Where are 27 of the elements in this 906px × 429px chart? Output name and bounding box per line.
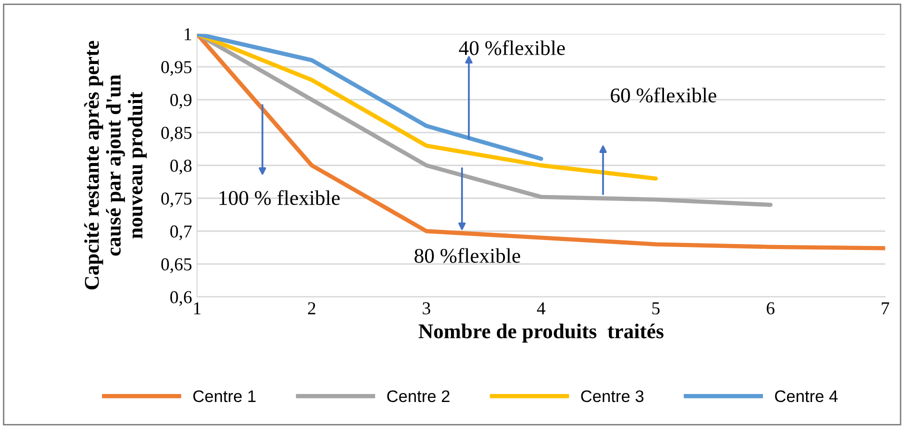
legend-label: Centre 4 bbox=[775, 390, 838, 402]
y-tick-label: 0,95 bbox=[161, 61, 192, 76]
line-series bbox=[197, 34, 773, 207]
y-tick-label: 1 bbox=[184, 28, 192, 40]
x-tick-label: 6 bbox=[766, 302, 774, 314]
y-tick-label: 0,85 bbox=[161, 126, 192, 142]
y-tick-label: 0,6 bbox=[170, 291, 192, 306]
annotation: 80 %flexible bbox=[414, 248, 520, 263]
x-axis-title: Nombre de produits traités bbox=[418, 324, 664, 343]
x-tick-label: 4 bbox=[536, 302, 546, 314]
legend-label: Centre 3 bbox=[581, 390, 644, 402]
y-tick-label: 0,65 bbox=[161, 258, 192, 274]
x-tick-label: 5 bbox=[652, 302, 660, 314]
y-axis-title: Capcité restante après perte causé par ajout d'un nouveau produit bbox=[84, 40, 147, 290]
y-tick-label: 0,7 bbox=[170, 225, 192, 240]
annotation: 60 %flexible bbox=[610, 88, 716, 103]
annotation: 100 % flexible bbox=[220, 190, 340, 206]
x-tick-label: 7 bbox=[882, 302, 890, 314]
x-tick-label: 1 bbox=[194, 302, 200, 314]
x-tick-label: 2 bbox=[308, 302, 316, 314]
y-tick-label: 0,8 bbox=[170, 160, 192, 174]
legend-label: Centre 1 bbox=[193, 390, 256, 402]
annotation: 40 %flexible bbox=[458, 40, 565, 56]
x-tick-label: 3 bbox=[422, 302, 430, 314]
legend-label: Centre 2 bbox=[387, 390, 450, 402]
y-tick-label: 0,75 bbox=[161, 192, 192, 208]
y-tick-label: 0,9 bbox=[170, 94, 192, 109]
